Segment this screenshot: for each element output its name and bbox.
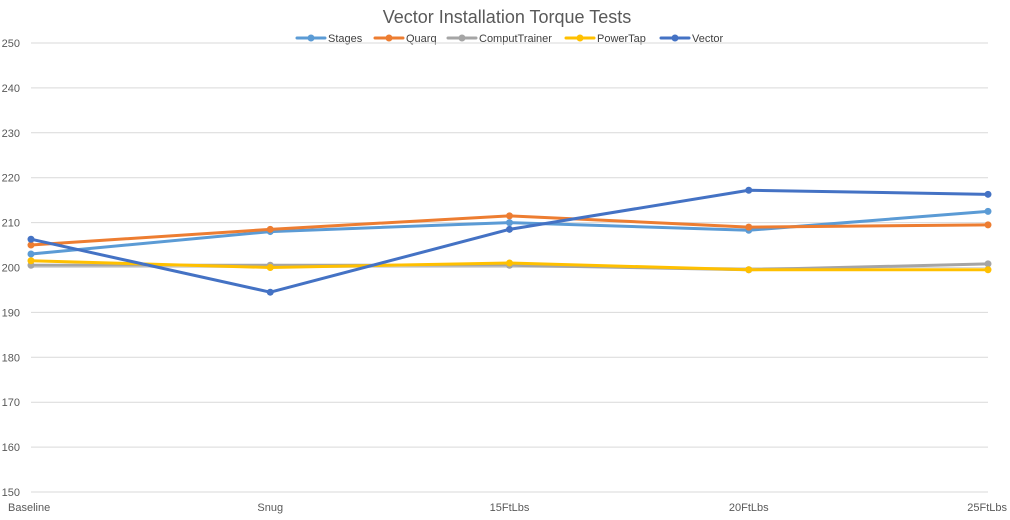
legend-label: PowerTap [597,33,646,45]
data-point [27,257,35,265]
x-tick-label: 20FtLbs [729,502,769,514]
data-point [506,212,513,220]
legend-marker [671,34,679,42]
data-point [27,250,35,258]
x-axis-tick-labels: Baseline Snug 15FtLbs 20FtLbs 25FtLbs [8,502,1007,514]
legend-label: Vector [692,33,724,45]
legend-item: Quarq [373,33,437,45]
data-point [266,264,274,271]
y-tick-label: 170 [2,397,20,409]
legend-marker [307,34,315,42]
legend-item: PowerTap [564,33,646,45]
y-tick-label: 240 [2,83,20,95]
data-point [506,219,513,227]
series-vector [27,186,992,296]
legend-label: ComputTrainer [479,33,552,45]
data-point [984,207,992,215]
data-point [745,186,753,194]
data-point [745,266,753,274]
y-tick-label: 150 [2,487,20,499]
data-point [745,223,753,231]
data-point [27,235,35,243]
data-point [984,260,992,268]
legend-marker [576,34,584,42]
data-point [266,225,274,233]
legend-marker [385,34,393,42]
y-tick-label: 180 [2,352,20,364]
y-tick-label: 200 [2,263,20,275]
x-tick-label: 15FtLbs [490,502,530,514]
series-group [27,186,992,296]
y-tick-label: 220 [2,173,20,185]
data-point [984,266,992,274]
y-tick-label: 210 [2,218,20,230]
series-powertap [27,257,992,274]
data-point [506,225,513,233]
data-point [506,259,513,267]
x-tick-label: Baseline [8,502,50,514]
gridlines [31,42,988,493]
y-axis-tick-labels: 150 160 170 180 190 200 210 220 230 240 250 [2,38,20,499]
x-tick-label: Snug [257,502,283,514]
chart-title: Vector Installation Torque Tests [383,7,631,27]
x-tick-label: 25FtLbs [967,502,1007,514]
legend-label: Stages [328,33,363,45]
legend-item: Vector [659,33,724,45]
y-tick-label: 160 [2,442,20,454]
data-point [266,288,274,296]
legend-label: Quarq [406,33,437,45]
data-point [27,241,35,249]
legend-item: Stages [295,33,363,45]
y-tick-label: 190 [2,307,20,319]
series-quarq [27,212,992,249]
legend-item: ComputTrainer [446,33,552,45]
data-point [984,190,992,198]
y-tick-label: 230 [2,128,20,140]
legend-marker [458,34,466,42]
y-tick-label: 250 [2,38,20,50]
legend: Stages Quarq ComputTrainer PowerTap Vector [295,33,724,45]
data-point [984,221,992,229]
